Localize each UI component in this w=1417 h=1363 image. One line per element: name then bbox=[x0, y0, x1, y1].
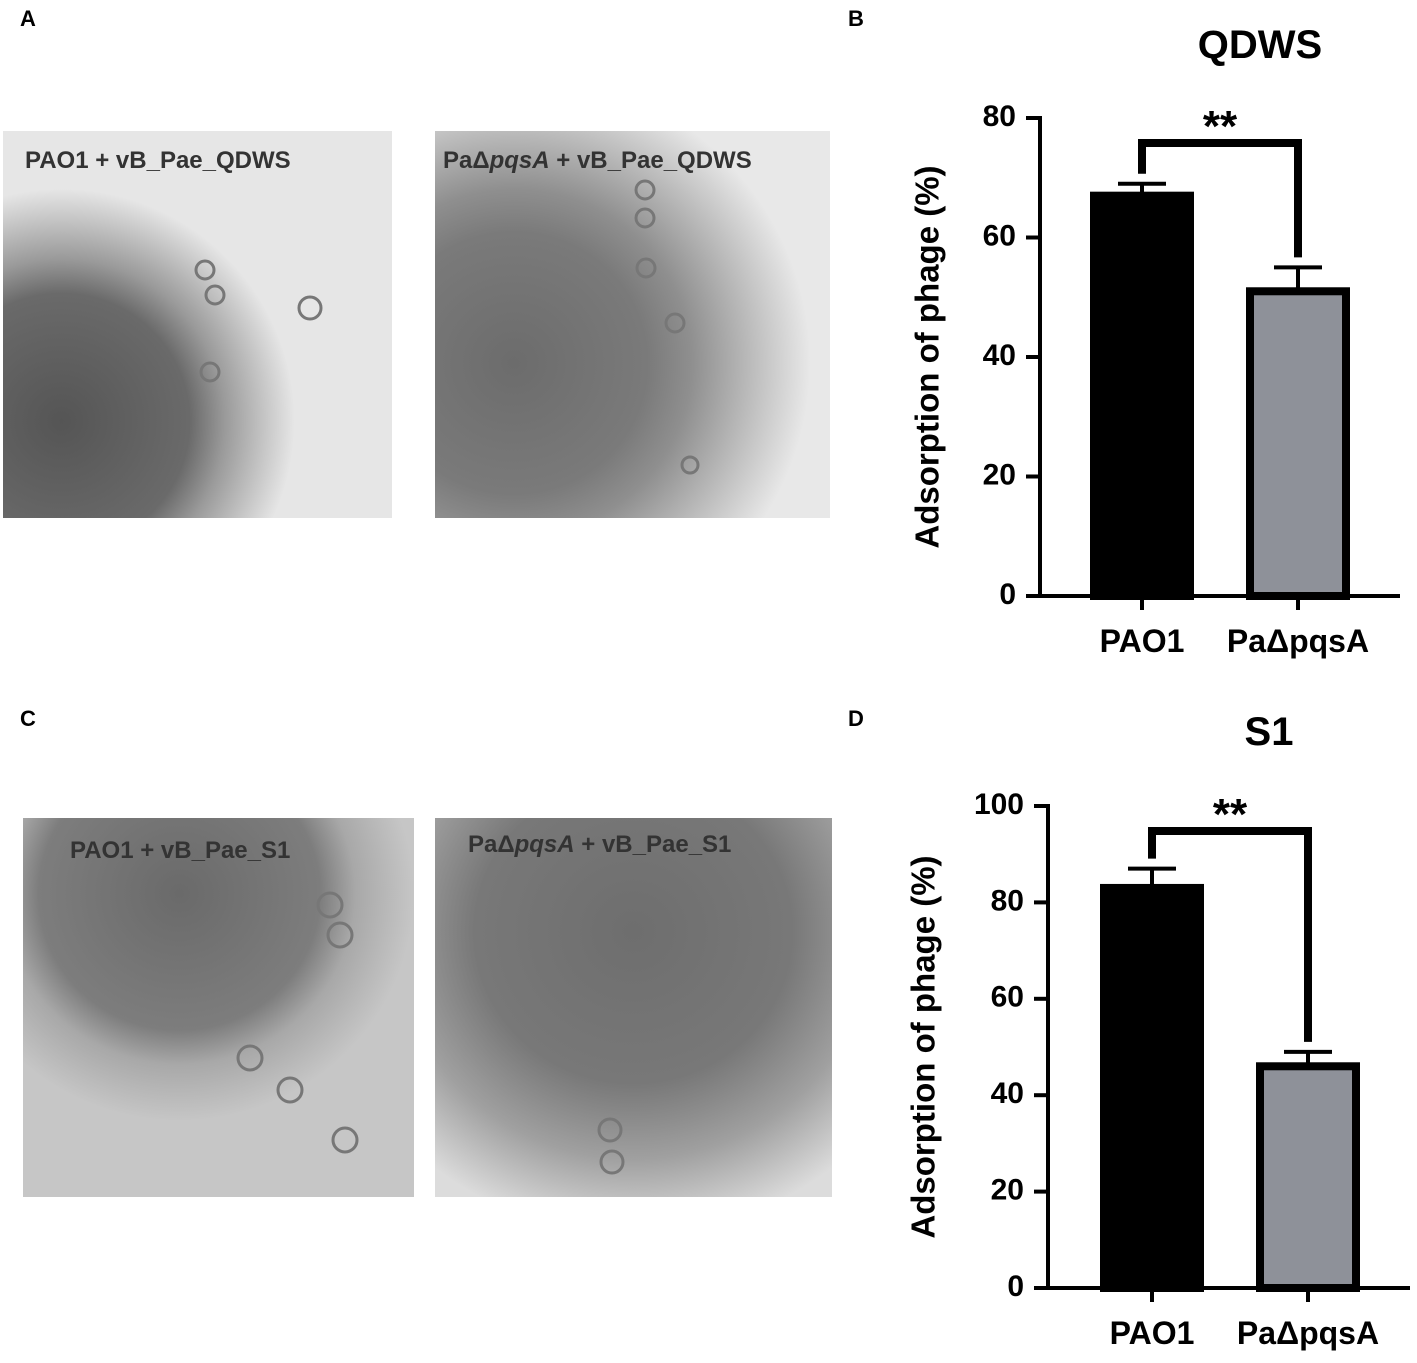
micrograph bbox=[435, 131, 830, 518]
micrograph-caption: PaΔpqsA + vB_Pae_S1 bbox=[468, 831, 731, 858]
y-tick-label: 20 bbox=[991, 1174, 1024, 1207]
phage-particles bbox=[194, 179, 700, 1175]
y-tick-label: 100 bbox=[974, 788, 1024, 821]
y-tick-label: 60 bbox=[983, 219, 1016, 252]
y-tick-label: 40 bbox=[991, 1077, 1024, 1110]
bar bbox=[1100, 883, 1204, 1292]
chart-title: S1 bbox=[1245, 710, 1294, 754]
panel-label: A bbox=[20, 6, 36, 31]
x-tick-label: PaΔpqsA bbox=[1227, 623, 1369, 659]
bar bbox=[1256, 1062, 1360, 1293]
y-tick-label: 0 bbox=[1007, 1270, 1024, 1303]
caption-part: pqsA bbox=[514, 831, 575, 858]
y-tick-label: 60 bbox=[991, 981, 1024, 1014]
micrographs bbox=[3, 131, 832, 1197]
y-tick-label: 80 bbox=[983, 100, 1016, 133]
caption-part: + vB_Pae_QDWS bbox=[550, 147, 752, 174]
micrograph bbox=[23, 818, 414, 1197]
annotation: ** bbox=[1213, 790, 1248, 839]
micrograph-caption: PaΔpqsA + vB_Pae_QDWS bbox=[443, 147, 752, 174]
significance-bracket bbox=[1138, 139, 1302, 258]
micrograph-caption: PAO1 + vB_Pae_S1 bbox=[70, 837, 290, 864]
caption-part: pqsA bbox=[489, 147, 550, 174]
caption-part: PAO1 + vB_Pae_QDWS bbox=[25, 147, 291, 174]
caption-part: PAO1 + vB_Pae_S1 bbox=[70, 837, 290, 864]
caption-part: PaΔ bbox=[468, 831, 515, 858]
micrograph bbox=[435, 818, 832, 1197]
bar bbox=[1246, 287, 1350, 600]
caption-part: + vB_Pae_S1 bbox=[575, 831, 732, 858]
significance-bracket bbox=[1148, 827, 1312, 1042]
x-tick-label: PAO1 bbox=[1110, 1315, 1195, 1351]
panel-label: B bbox=[848, 6, 864, 31]
y-tick-label: 20 bbox=[983, 458, 1016, 491]
y-axis-label: Adsorption of phage (%) bbox=[905, 855, 942, 1238]
y-tick-label: 40 bbox=[983, 339, 1016, 372]
caption-part: PaΔ bbox=[443, 147, 490, 174]
bar bbox=[1090, 191, 1194, 601]
chart-title: QDWS bbox=[1198, 23, 1322, 67]
panel-label: C bbox=[20, 706, 36, 731]
x-tick-label: PAO1 bbox=[1100, 623, 1185, 659]
micrograph bbox=[3, 131, 392, 518]
y-tick-label: 0 bbox=[999, 578, 1016, 611]
x-tick-label: PaΔpqsA bbox=[1237, 1315, 1379, 1351]
y-tick-label: 80 bbox=[991, 884, 1024, 917]
y-axis-label: Adsorption of phage (%) bbox=[909, 165, 946, 548]
panel-label: D bbox=[848, 706, 864, 731]
micrograph-caption: PAO1 + vB_Pae_QDWS bbox=[25, 147, 291, 174]
annotation: ** bbox=[1203, 102, 1238, 151]
